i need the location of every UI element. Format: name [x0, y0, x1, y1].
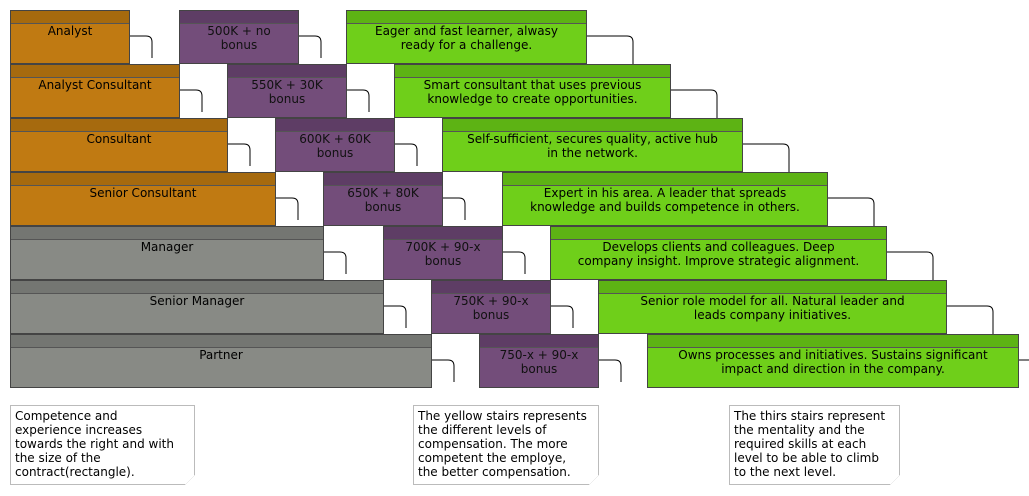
role-box-consultant: Consultant [10, 118, 228, 172]
compensation-amount: 650K + 80K [347, 186, 419, 200]
connector-line [395, 143, 418, 166]
connector-line [228, 143, 251, 166]
skill-text-line: knowledge and builds competence in other… [530, 200, 800, 214]
note-skills: The thirs stairs represent the mentality… [729, 405, 900, 485]
compensation-amount: 750K + 90-x [453, 294, 529, 308]
skill-box-senior-manager: Senior role model for all. Natural leade… [598, 280, 947, 334]
skill-text-line: Senior role model for all. Natural leade… [640, 294, 905, 308]
note-line: competent the employe, [418, 451, 567, 465]
role-label: Consultant [86, 132, 152, 146]
connector-line [324, 251, 347, 274]
role-label: Partner [199, 348, 243, 362]
skill-box-analyst: Eager and fast learner, alwasy ready for … [346, 10, 587, 64]
skill-text-line: leads company initiatives. [693, 308, 852, 322]
role-label: Manager [140, 240, 194, 254]
note-line: required skills at each [734, 437, 867, 451]
connector-line [299, 35, 322, 58]
connector-line [432, 359, 455, 382]
skill-text-line: Smart consultant that uses previous [423, 78, 642, 92]
skill-box-consultant: Self-sufficient, secures quality, active… [442, 118, 743, 172]
skill-text-line: Eager and fast learner, alwasy [375, 24, 558, 38]
note-line: the better compensation. [418, 465, 571, 479]
compensation-box-manager: 700K + 90-x bonus [383, 226, 503, 280]
compensation-box-partner: 750-x + 90-x bonus [479, 334, 599, 388]
compensation-amount: 600K + 60K [299, 132, 371, 146]
compensation-suffix: bonus [316, 146, 354, 160]
skill-text-line: Owns processes and initiatives. Sustains… [678, 348, 988, 362]
skill-text-line: Expert in his area. A leader that spread… [543, 186, 787, 200]
compensation-box-senior-consultant: 650K + 80K bonus [323, 172, 443, 226]
role-label: Analyst Consultant [38, 78, 152, 92]
skill-text-line: impact and direction in the company. [721, 362, 945, 376]
compensation-box-analyst-consultant: 550K + 30K bonus [227, 64, 347, 118]
role-box-partner: Partner [10, 334, 432, 388]
connector-line [443, 197, 466, 220]
note-line: contract(rectangle). [15, 465, 135, 479]
connector-line [503, 251, 526, 274]
connector-line [551, 305, 574, 328]
compensation-amount: 500K + no [207, 24, 271, 38]
compensation-box-senior-manager: 750K + 90-x bonus [431, 280, 551, 334]
skill-text-line: knowledge to create opportunities. [427, 92, 638, 106]
role-label: Analyst [47, 24, 93, 38]
connector-line [130, 35, 153, 58]
skill-text-line: ready for a challenge. [400, 38, 533, 52]
note-line: The yellow stairs represents [418, 409, 587, 423]
skill-box-analyst-consultant: Smart consultant that uses previous knowl… [394, 64, 671, 118]
connector-line [947, 305, 994, 354]
role-box-analyst: Analyst [10, 10, 130, 64]
role-label: Senior Manager [149, 294, 245, 308]
note-line: The thirs stairs represent [734, 409, 886, 423]
compensation-suffix: bonus [520, 362, 558, 376]
connector-line [180, 89, 203, 112]
connector-line [587, 35, 634, 84]
compensation-suffix: bonus [268, 92, 306, 106]
role-box-manager: Manager [10, 226, 324, 280]
skill-text-line: in the network. [547, 146, 638, 160]
note-line: the size of the [15, 451, 101, 465]
skill-text-line: Develops clients and colleagues. Deep [602, 240, 835, 254]
skill-text-line: Self-sufficient, secures quality, active… [467, 132, 718, 146]
compensation-suffix: bonus [472, 308, 510, 322]
note-compensation: The yellow stairs represents the differe… [413, 405, 599, 485]
note-line: Competence and [15, 409, 118, 423]
compensation-box-consultant: 600K + 60K bonus [275, 118, 395, 172]
note-line: the different levels of [418, 423, 547, 437]
note-line: compensation. The more [418, 437, 568, 451]
note-line: towards the right and with [15, 437, 174, 451]
connector-line [828, 197, 875, 246]
role-box-senior-manager: Senior Manager [10, 280, 384, 334]
role-box-senior-consultant: Senior Consultant [10, 172, 276, 226]
skill-box-senior-consultant: Expert in his area. A leader that spread… [502, 172, 828, 226]
connector-line [347, 89, 370, 112]
note-competence: Competence and experience increases towa… [10, 405, 195, 485]
compensation-suffix: bonus [424, 254, 462, 268]
skill-box-manager: Develops clients and colleagues. Deep com… [550, 226, 887, 280]
connector-line [671, 89, 718, 138]
connector-line [276, 197, 299, 220]
compensation-box-analyst: 500K + no bonus [179, 10, 299, 64]
role-label: Senior Consultant [89, 186, 197, 200]
connector-line [743, 143, 790, 192]
skill-text-line: company insight. Improve strategic align… [577, 254, 860, 268]
connector-line [1019, 359, 1029, 361]
compensation-suffix: bonus [220, 38, 258, 52]
note-line: the mentality and the [734, 423, 865, 437]
connector-line [599, 359, 622, 382]
role-box-analyst-consultant: Analyst Consultant [10, 64, 180, 118]
connector-line [384, 305, 407, 328]
compensation-amount: 700K + 90-x [405, 240, 481, 254]
connector-line [887, 251, 934, 300]
compensation-amount: 550K + 30K [251, 78, 323, 92]
note-line: to the next level. [734, 465, 837, 479]
note-line: level to be able to climb [734, 451, 879, 465]
compensation-suffix: bonus [364, 200, 402, 214]
skill-box-partner: Owns processes and initiatives. Sustains… [647, 334, 1019, 388]
note-line: experience increases [15, 423, 143, 437]
compensation-amount: 750-x + 90-x [499, 348, 579, 362]
